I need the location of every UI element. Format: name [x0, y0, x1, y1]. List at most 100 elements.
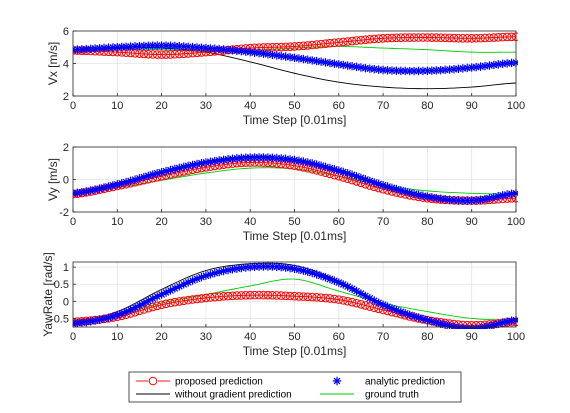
data-point-analytic-prediction	[339, 60, 348, 70]
data-point-analytic-prediction	[507, 189, 516, 198]
data-point-analytic-prediction	[86, 186, 95, 195]
data-point-analytic-prediction	[378, 65, 388, 75]
data-point-analytic-prediction	[166, 41, 175, 51]
data-point-analytic-prediction	[188, 160, 197, 170]
legend-label: proposed prediction	[175, 377, 263, 388]
data-point-proposed-prediction	[485, 33, 494, 43]
data-point-proposed-prediction	[245, 290, 255, 300]
data-point-proposed-prediction	[427, 33, 437, 42]
data-point-analytic-prediction	[135, 301, 144, 310]
data-point-analytic-prediction	[206, 157, 215, 166]
data-point-analytic-prediction	[90, 44, 100, 53]
x-tick-label: 80	[421, 100, 433, 112]
data-point-analytic-prediction	[90, 185, 100, 194]
data-point-analytic-prediction	[401, 187, 410, 196]
y-axis-label: YawRate [rad/s]	[41, 252, 55, 336]
data-point-proposed-prediction	[272, 291, 282, 300]
data-point-analytic-prediction	[401, 309, 410, 318]
data-point-proposed-prediction	[334, 38, 344, 47]
data-point-analytic-prediction	[157, 167, 166, 177]
data-point-analytic-prediction	[396, 66, 406, 76]
data-point-analytic-prediction	[139, 172, 149, 182]
data-point-proposed-prediction	[423, 33, 432, 42]
data-point-analytic-prediction	[277, 154, 286, 163]
y-tick-label: 2	[63, 91, 69, 103]
data-point-proposed-prediction	[502, 32, 512, 42]
data-point-proposed-prediction	[316, 293, 326, 302]
x-tick-label: 50	[288, 331, 300, 343]
x-tick-label: 20	[155, 331, 167, 343]
data-point-proposed-prediction	[445, 33, 454, 43]
data-point-analytic-prediction	[104, 313, 113, 322]
data-point-analytic-prediction	[144, 296, 153, 306]
data-point-analytic-prediction	[201, 271, 211, 280]
data-point-analytic-prediction	[290, 53, 299, 63]
data-point-analytic-prediction	[498, 318, 507, 327]
data-point-analytic-prediction	[285, 53, 295, 62]
data-point-analytic-prediction	[99, 314, 109, 323]
data-point-analytic-prediction	[308, 159, 317, 168]
data-point-analytic-prediction	[183, 278, 193, 287]
data-point-analytic-prediction	[387, 183, 397, 192]
x-tick-label: 10	[111, 331, 123, 343]
data-point-analytic-prediction	[507, 58, 516, 68]
data-point-analytic-prediction	[378, 180, 388, 190]
data-point-analytic-prediction	[170, 41, 180, 51]
data-point-analytic-prediction	[387, 66, 397, 75]
data-point-analytic-prediction	[343, 169, 352, 178]
data-point-proposed-prediction	[321, 39, 330, 48]
data-point-analytic-prediction	[476, 323, 485, 329]
data-point-proposed-prediction	[161, 299, 171, 309]
data-point-proposed-prediction	[157, 50, 166, 59]
data-point-analytic-prediction	[263, 50, 273, 59]
data-point-analytic-prediction	[299, 266, 308, 275]
data-point-analytic-prediction	[121, 42, 131, 52]
data-point-analytic-prediction	[392, 305, 401, 315]
data-point-analytic-prediction	[259, 262, 268, 271]
data-point-proposed-prediction	[232, 291, 242, 300]
data-point-analytic-prediction	[294, 265, 304, 274]
data-point-analytic-prediction	[365, 64, 375, 73]
data-point-proposed-prediction	[157, 300, 166, 310]
data-point-analytic-prediction	[201, 43, 211, 53]
data-point-analytic-prediction	[436, 194, 445, 203]
data-point-analytic-prediction	[427, 66, 437, 75]
data-point-proposed-prediction	[325, 294, 335, 303]
x-tick-label: 20	[155, 216, 167, 228]
data-point-analytic-prediction	[370, 64, 379, 74]
data-point-analytic-prediction	[471, 196, 481, 205]
data-point-analytic-prediction	[396, 186, 406, 195]
data-point-analytic-prediction	[299, 54, 308, 64]
data-point-proposed-prediction	[431, 33, 441, 42]
legend-entry-ground-truth: ground truth	[320, 390, 419, 401]
legend-label: without gradient prediction	[174, 390, 292, 401]
data-point-analytic-prediction	[436, 319, 445, 328]
data-point-analytic-prediction	[272, 153, 281, 163]
data-point-analytic-prediction	[192, 159, 202, 169]
data-point-proposed-prediction	[338, 37, 348, 47]
data-point-proposed-prediction	[374, 34, 383, 43]
data-point-analytic-prediction	[507, 316, 516, 325]
data-point-analytic-prediction	[250, 153, 259, 162]
y-tick-label: 2	[63, 142, 69, 154]
data-point-analytic-prediction	[378, 300, 388, 309]
data-point-proposed-prediction	[290, 291, 299, 301]
data-point-proposed-prediction	[285, 42, 295, 51]
data-point-analytic-prediction	[148, 41, 157, 50]
data-point-analytic-prediction	[374, 179, 383, 189]
x-tick-label: 50	[288, 216, 300, 228]
data-point-analytic-prediction	[135, 174, 144, 183]
x-tick-label: 60	[333, 331, 345, 343]
data-point-analytic-prediction	[201, 158, 211, 167]
x-tick-label: 80	[421, 331, 433, 343]
data-point-proposed-prediction	[400, 33, 410, 42]
data-point-analytic-prediction	[259, 153, 268, 162]
data-point-analytic-prediction	[467, 324, 476, 329]
data-point-proposed-prediction	[476, 33, 485, 43]
data-point-analytic-prediction	[161, 166, 171, 176]
data-point-analytic-prediction	[90, 316, 100, 325]
data-point-proposed-prediction	[316, 39, 326, 49]
data-point-analytic-prediction	[263, 153, 273, 162]
data-point-analytic-prediction	[476, 62, 485, 71]
